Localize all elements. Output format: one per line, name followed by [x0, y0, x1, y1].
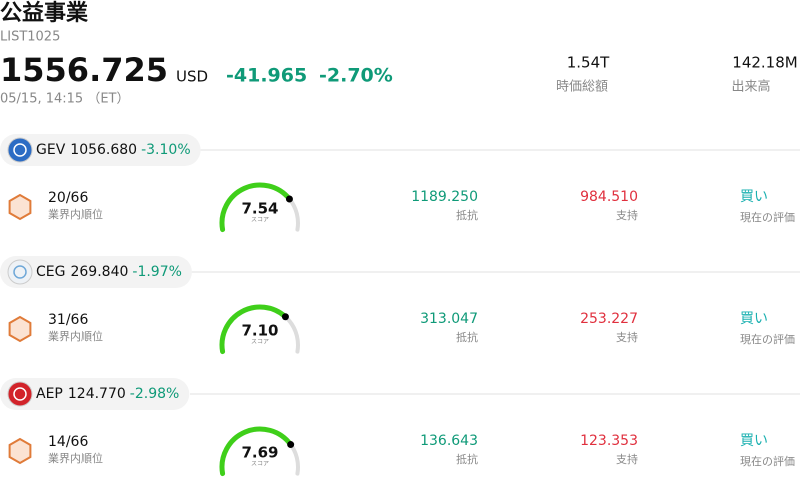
support: 123.353 [580, 433, 638, 449]
support-label: 支持 [616, 330, 638, 344]
gauge-dot [285, 195, 293, 203]
rating-label: 現在の評価 [740, 210, 795, 224]
score-label: スコア [251, 339, 269, 346]
timestamp: 05/15, 14:15 （ET） [0, 92, 129, 107]
resistance-label: 抵抗 [456, 208, 478, 222]
logo [7, 137, 33, 163]
code: LIST1025 [0, 30, 60, 45]
rank-label: 業界内順位 [48, 451, 103, 465]
ticker-pill[interactable] [0, 378, 190, 410]
stock-change: -2.98% [130, 386, 180, 402]
ticker: AEP [36, 386, 63, 402]
currency: USD [176, 68, 208, 86]
score: 7.69 [241, 444, 278, 462]
gauge-value [219, 426, 294, 477]
title: 公益事業 [0, 0, 89, 26]
score-label: スコア [251, 461, 269, 468]
support-label: 支持 [616, 452, 638, 466]
score: 7.10 [241, 322, 278, 340]
resistance-label: 抵抗 [456, 330, 478, 344]
stat-label: 時価総額 [556, 80, 608, 95]
gauge-dot [287, 441, 295, 449]
resistance: 136.643 [420, 433, 478, 449]
ticker: CEG [36, 264, 65, 280]
resistance: 1189.250 [411, 189, 478, 205]
logo-inner [13, 387, 27, 401]
stock-change: -1.97% [132, 264, 182, 280]
rating-label: 現在の評価 [740, 332, 795, 346]
resistance-label: 抵抗 [456, 452, 478, 466]
price: 1556.725 [0, 51, 168, 89]
logo [7, 259, 33, 285]
ticker-pill[interactable] [0, 256, 192, 288]
rank-label: 業界内順位 [48, 207, 103, 221]
ticker-pill[interactable] [0, 134, 201, 166]
support: 253.227 [580, 311, 638, 327]
score: 7.54 [241, 200, 278, 218]
logo [7, 381, 33, 407]
logo-inner [13, 265, 27, 279]
rank: 14/66 [48, 434, 88, 450]
rating: 買い [740, 189, 768, 205]
stat-label: 出来高 [731, 79, 770, 95]
rank-label: 業界内順位 [48, 329, 103, 343]
gauge-value [219, 182, 292, 233]
gauge-dot [281, 313, 289, 321]
rank: 20/66 [48, 190, 88, 206]
stock-price: 1056.680 [70, 142, 137, 158]
support: 984.510 [580, 189, 638, 205]
stock-change: -3.10% [141, 142, 191, 158]
logo-inner [13, 143, 27, 157]
rating: 買い [740, 311, 768, 327]
change: -41.965 [226, 65, 307, 87]
rank-icon [8, 193, 32, 221]
ticker: GEV [36, 142, 66, 158]
rating-label: 現在の評価 [740, 454, 795, 468]
rank: 31/66 [48, 312, 88, 328]
stock-price: 124.770 [68, 386, 126, 402]
score-label: スコア [251, 217, 269, 224]
stock-price: 269.840 [70, 264, 128, 280]
stat-value: 1.54T [567, 54, 610, 72]
resistance: 313.047 [420, 311, 478, 327]
stat-value: 142.18M [732, 54, 797, 72]
gauge-value [219, 304, 288, 355]
rating: 買い [740, 433, 768, 449]
support-label: 支持 [616, 208, 638, 222]
rank-icon [8, 315, 32, 343]
rank-icon [8, 437, 32, 465]
change-pct: -2.70% [319, 65, 393, 87]
